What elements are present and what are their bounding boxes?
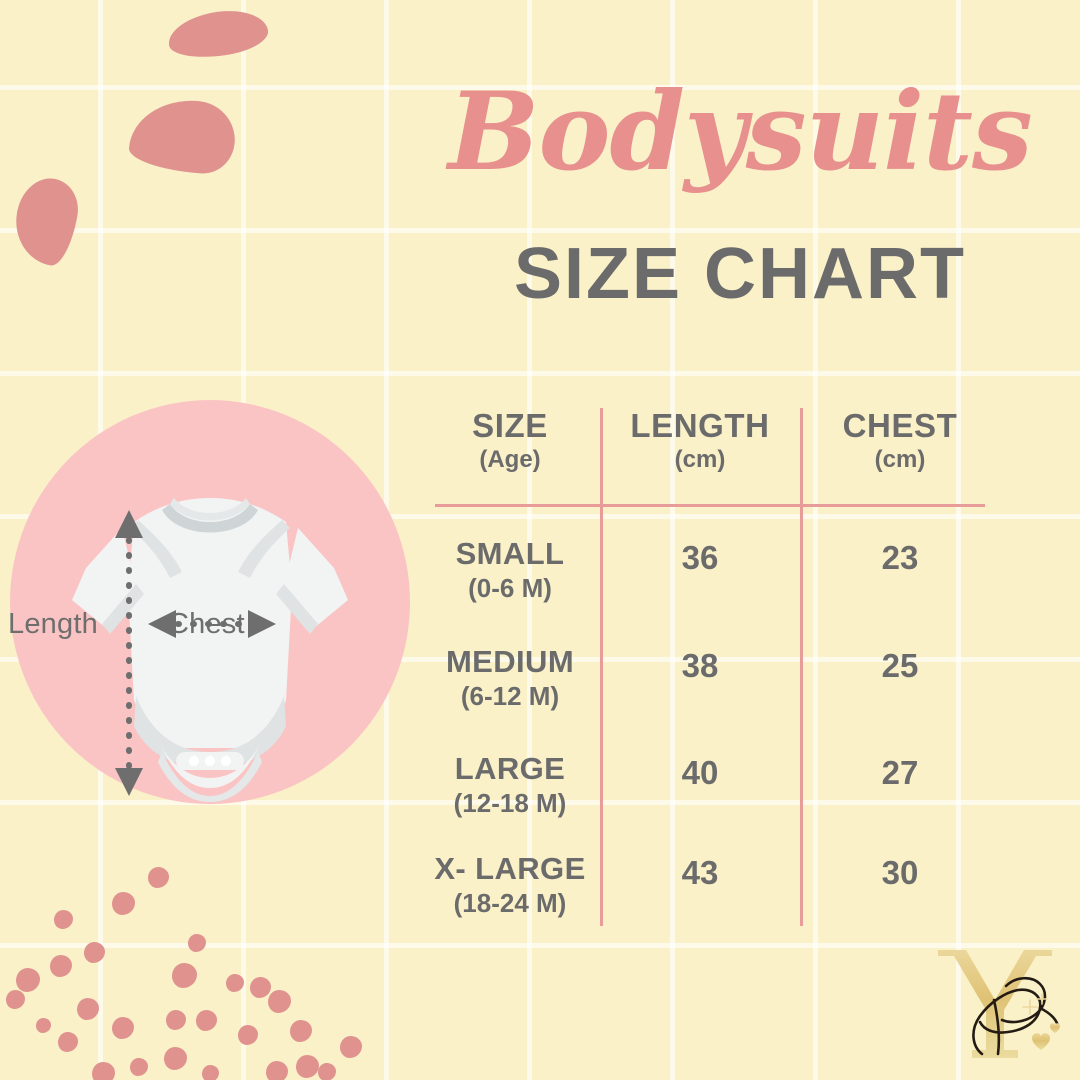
- cell-chest: 25: [881, 647, 919, 684]
- table-row: LARGE (12-18 M) 40 27: [420, 751, 1000, 821]
- dot-decoration: [164, 1047, 187, 1070]
- table-row: X- LARGE (18-24 M) 43 30: [420, 851, 1000, 921]
- dot-decoration: [340, 1036, 362, 1058]
- length-dimension-label: Length: [8, 608, 98, 640]
- dot-decoration: [6, 990, 25, 1009]
- dot-decoration: [290, 1020, 312, 1042]
- cell-chest: 23: [881, 539, 919, 576]
- dot-decoration: [54, 910, 73, 929]
- dot-decoration: [92, 1062, 115, 1080]
- cell-chest: 30: [881, 854, 919, 891]
- cell-size: SMALL (0-6 M): [455, 536, 565, 603]
- dot-decoration: [196, 1010, 217, 1031]
- garment-illustration: [10, 400, 410, 804]
- dot-decoration: [148, 867, 169, 888]
- table-column-divider: [600, 408, 603, 926]
- table-header-row: SIZE (Age) LENGTH (cm) CHEST (cm): [420, 408, 1000, 476]
- dot-decoration: [266, 1061, 288, 1080]
- dot-decoration: [58, 1032, 78, 1052]
- dot-cluster-decoration: [0, 850, 420, 1080]
- dot-decoration: [50, 955, 72, 977]
- dot-decoration: [318, 1063, 336, 1080]
- size-table: SIZE (Age) LENGTH (cm) CHEST (cm) SMALL …: [420, 400, 1000, 930]
- cell-length: 38: [681, 647, 719, 684]
- cell-length: 36: [681, 539, 719, 576]
- table-column-divider: [800, 408, 803, 926]
- dot-decoration: [226, 974, 244, 992]
- table-header-size: SIZE (Age): [472, 407, 548, 473]
- table-row: SMALL (0-6 M) 36 23: [420, 536, 1000, 606]
- cell-size: X- LARGE (18-24 M): [434, 851, 586, 918]
- petal-decoration-icon: [8, 173, 84, 269]
- dot-decoration: [166, 1010, 186, 1030]
- brand-logo-icon: [938, 950, 1060, 1058]
- cell-length: 40: [681, 754, 719, 791]
- dot-decoration: [112, 1017, 134, 1039]
- dot-decoration: [268, 990, 291, 1013]
- dot-decoration: [296, 1055, 319, 1078]
- petal-decoration-icon: [127, 96, 238, 176]
- dot-decoration: [112, 892, 135, 915]
- dot-decoration: [16, 968, 40, 992]
- chest-dimension-label: Chest: [168, 608, 245, 640]
- page-title: SIZE CHART: [514, 234, 966, 314]
- dot-decoration: [172, 963, 197, 988]
- cell-chest: 27: [881, 754, 919, 791]
- dot-decoration: [188, 934, 206, 952]
- cell-size: LARGE (12-18 M): [453, 751, 567, 818]
- cell-size: MEDIUM (6-12 M): [445, 644, 575, 711]
- dot-decoration: [130, 1058, 148, 1076]
- dot-decoration: [36, 1018, 51, 1033]
- table-row: MEDIUM (6-12 M) 38 25: [420, 644, 1000, 714]
- table-header-chest: CHEST (cm): [842, 407, 958, 473]
- dot-decoration: [202, 1065, 219, 1080]
- cell-length: 43: [681, 854, 719, 891]
- table-header-length: LENGTH (cm): [630, 407, 770, 473]
- dot-decoration: [77, 998, 99, 1020]
- bodysuit-icon: [72, 498, 348, 802]
- petal-decoration-icon: [165, 5, 271, 63]
- dot-decoration: [238, 1025, 258, 1045]
- table-header-divider: [435, 504, 985, 507]
- dot-decoration: [250, 977, 271, 998]
- dot-decoration: [84, 942, 105, 963]
- page-title-script: Bodysuits: [448, 69, 1033, 195]
